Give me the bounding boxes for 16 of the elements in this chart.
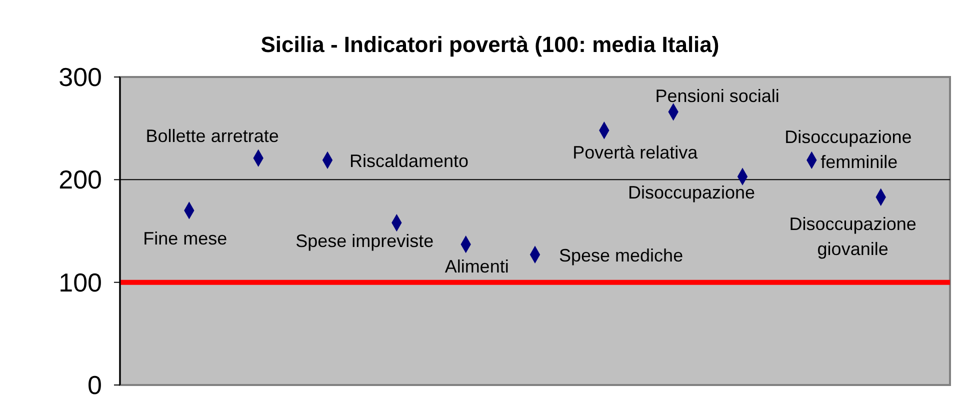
y-tick-label: 0 xyxy=(88,370,102,400)
annotation: Spese impreviste xyxy=(296,230,434,251)
y-tick-label: 200 xyxy=(58,164,102,195)
annotation: Spese mediche xyxy=(559,246,684,266)
annotation: Disoccupazione femminile xyxy=(784,127,912,172)
y-tick-label: 300 xyxy=(58,62,102,92)
annotation: Disoccupazione giovanile xyxy=(789,214,916,260)
annotation: Pensioni sociali xyxy=(655,86,780,106)
annotation: Riscaldamento xyxy=(350,151,469,172)
annotation: Disoccupazione xyxy=(628,182,756,203)
annotation: Fine mese xyxy=(143,228,228,248)
annotation: Bollette arretrate xyxy=(146,126,279,146)
annotation: Povertà relativa xyxy=(572,142,699,162)
annotation: Alimenti xyxy=(444,256,509,276)
y-tick-label: 100 xyxy=(58,267,102,298)
chart-title: Sicilia - Indicatori povertà (100: media Italia) xyxy=(260,32,720,57)
